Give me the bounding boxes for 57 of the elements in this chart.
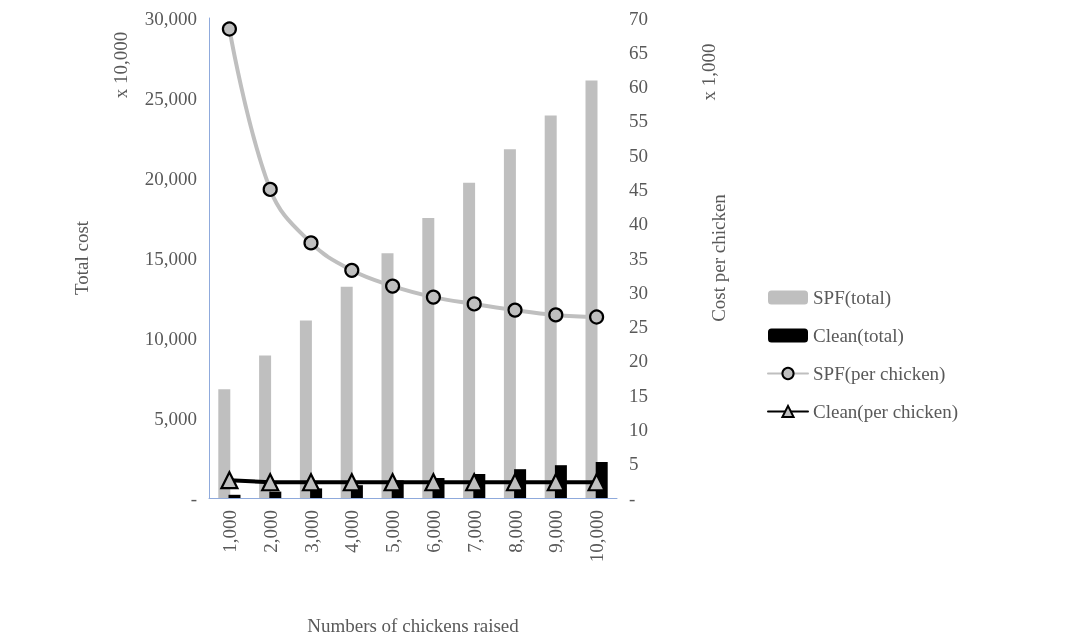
- y2-tick-label: 10: [629, 418, 648, 440]
- x-tick-label: 7,000: [463, 510, 485, 553]
- y2-tick-label: 55: [629, 110, 648, 132]
- y2-tick-label: 60: [629, 76, 648, 98]
- y-tick-label: 5,000: [154, 407, 197, 429]
- y-tick-label: -: [190, 487, 197, 509]
- y2-tick-label: 50: [629, 144, 648, 166]
- text: x 1,000: [697, 43, 719, 101]
- x-tick-label: 8,000: [504, 510, 526, 553]
- y-tick-label: 15,000: [144, 247, 197, 269]
- x-tick-label: 3,000: [300, 510, 322, 553]
- y2-tick-label: 45: [629, 178, 648, 200]
- x-tick-label: 2,000: [259, 510, 281, 553]
- point: [548, 307, 564, 323]
- y2-tick-label: 5: [629, 453, 639, 475]
- y-tick-label: 20,000: [144, 167, 197, 189]
- y2-axis-title: Cost per chicken: [708, 193, 729, 322]
- legend-label: SPF(total): [813, 287, 892, 309]
- point: [221, 21, 237, 37]
- x-axis-title: Numbers of chickens raised: [307, 615, 520, 636]
- y2-tick-label: 15: [629, 384, 648, 406]
- point: [261, 473, 280, 492]
- y2-tick-label: 25: [629, 316, 648, 338]
- x-tick-label: 6,000: [422, 510, 444, 553]
- legend-label: SPF(per chicken): [813, 363, 946, 385]
- y2-tick-label: 40: [629, 213, 648, 235]
- x-tick-label: 5,000: [382, 510, 404, 553]
- point: [507, 302, 523, 318]
- y2-tick-label: 30: [629, 281, 648, 303]
- legend-label: Clean(per chicken): [813, 401, 959, 423]
- y2-tick-label: 70: [629, 7, 648, 29]
- y-axis-title: Total cost: [71, 220, 92, 296]
- point: [344, 262, 360, 278]
- bar: [228, 494, 241, 498]
- point: [385, 278, 401, 294]
- point: [505, 473, 525, 492]
- point: [220, 471, 239, 490]
- point: [589, 309, 605, 325]
- y-tick-label: 25,000: [144, 87, 197, 109]
- y2-tick-label: 35: [629, 247, 648, 269]
- y-tick-label: 30,000: [144, 7, 197, 29]
- point: [301, 473, 321, 492]
- x-tick-label: 9,000: [545, 510, 567, 553]
- y2-tick-label: 65: [629, 41, 648, 63]
- x-tick-label: 10,000: [586, 510, 608, 563]
- y-tick-label: 10,000: [144, 327, 197, 349]
- point: [342, 473, 361, 492]
- x-tick-label: 4,000: [341, 510, 363, 553]
- text: x 10,000: [109, 31, 131, 99]
- legend-label: Clean(total): [813, 325, 904, 347]
- point: [466, 296, 482, 312]
- point: [303, 235, 319, 251]
- point: [262, 181, 278, 198]
- y2-tick-label: 20: [629, 350, 648, 372]
- x-tick-label: 1,000: [218, 510, 240, 553]
- point: [425, 289, 441, 305]
- y2-tick-label: -: [629, 487, 636, 509]
